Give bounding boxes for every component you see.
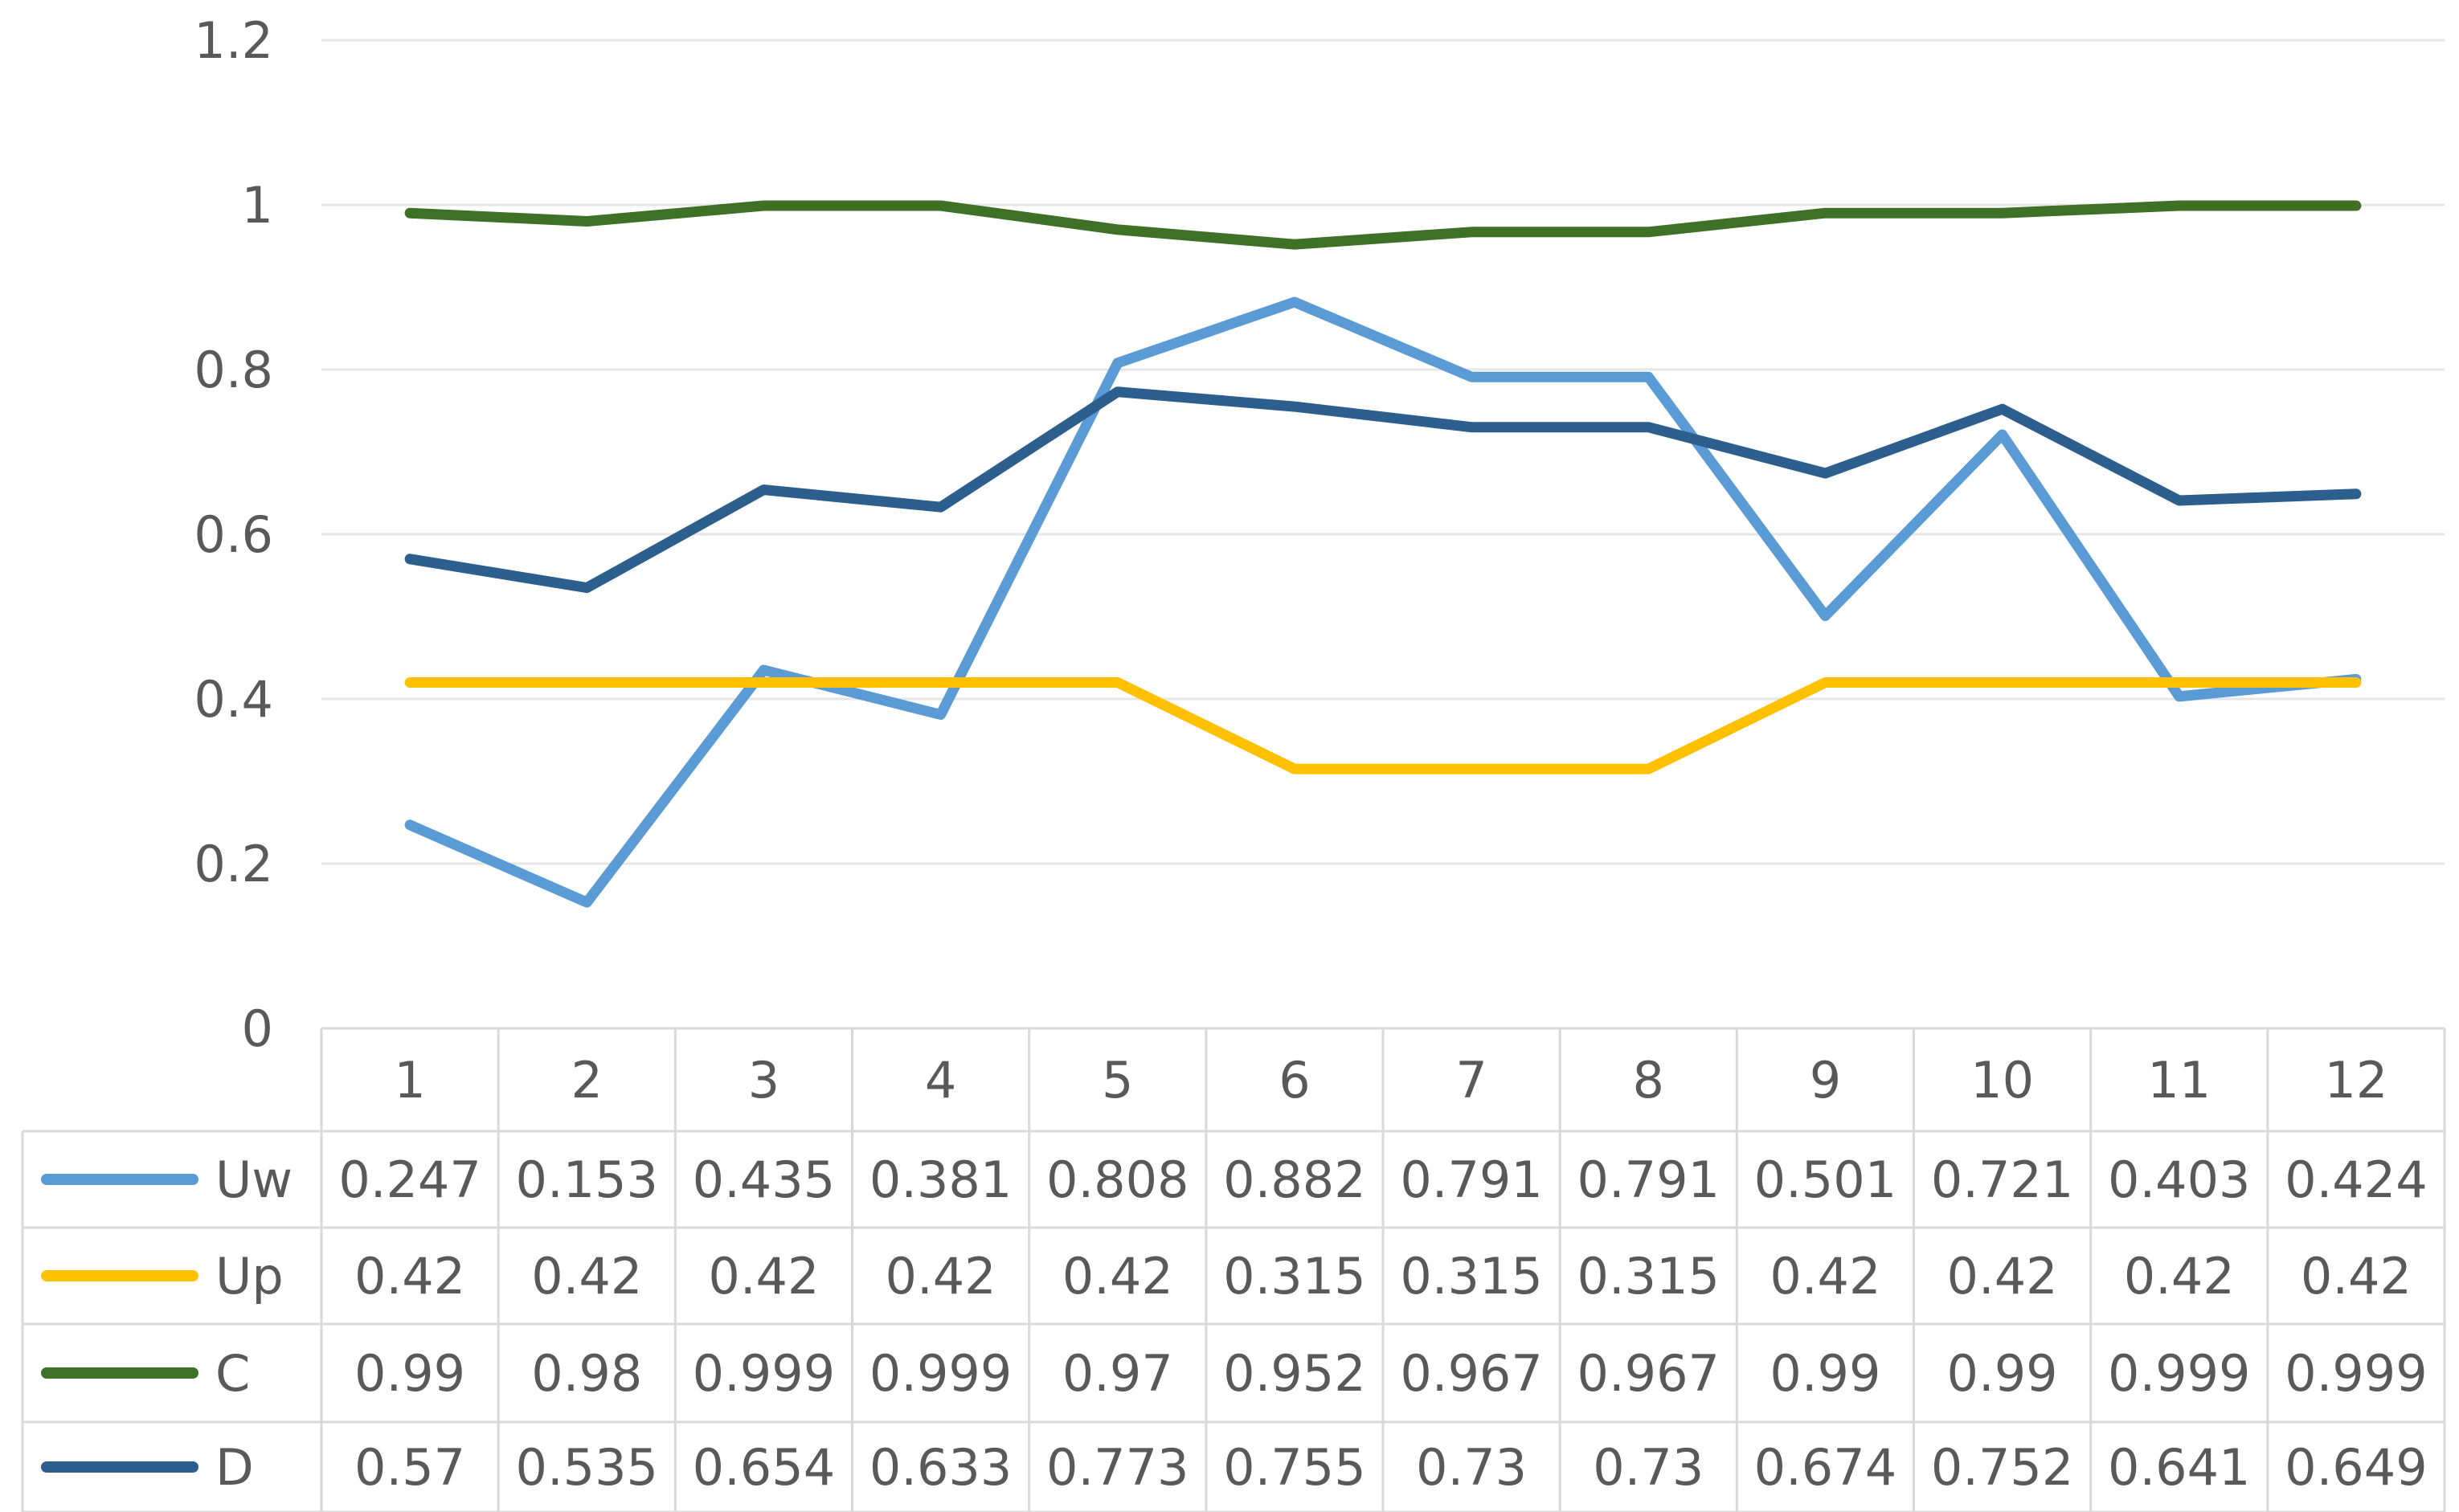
table-cell-value: 0.315: [1577, 1247, 1720, 1306]
category-label: 4: [925, 1051, 956, 1109]
table-cell-value: 0.424: [2285, 1150, 2428, 1209]
series-line-uw: [404, 296, 2362, 908]
table-cell-value: 0.633: [869, 1438, 1013, 1497]
table-cell-value: 0.42: [531, 1247, 642, 1306]
table-cell-value: 0.42: [1062, 1247, 1173, 1306]
table-cell-value: 0.99: [1947, 1344, 2058, 1403]
table-cell-value: 0.654: [693, 1438, 836, 1497]
table-cell-value: 0.315: [1223, 1247, 1366, 1306]
table-cell-value: 0.501: [1754, 1150, 1897, 1209]
category-label: 2: [571, 1051, 603, 1109]
category-label: 6: [1279, 1051, 1310, 1109]
table-cell-value: 0.535: [516, 1438, 659, 1497]
table-cell-value: 0.247: [338, 1150, 481, 1209]
table-cell-value: 0.791: [1400, 1150, 1543, 1209]
table-cell-value: 0.721: [1931, 1150, 2074, 1209]
table-cell-value: 0.42: [1770, 1247, 1880, 1306]
category-label: 12: [2324, 1051, 2387, 1109]
table-cell-value: 0.99: [354, 1344, 465, 1403]
y-tick-label: 1: [242, 176, 273, 235]
category-label: 8: [1633, 1051, 1664, 1109]
table-cell-value: 0.999: [2285, 1344, 2428, 1403]
table-cell-value: 0.42: [1947, 1247, 2058, 1306]
table-cell-value: 0.773: [1046, 1438, 1189, 1497]
table-cell-value: 0.755: [1223, 1438, 1366, 1497]
table-cell-value: 0.153: [516, 1150, 659, 1209]
y-tick-label: 0: [242, 999, 273, 1058]
table-cell-value: 0.752: [1931, 1438, 2074, 1497]
table-cell-value: 0.403: [2108, 1150, 2251, 1209]
table-cell-value: 0.57: [354, 1438, 465, 1497]
category-label: 10: [1970, 1051, 2034, 1109]
table-cell-value: 0.999: [693, 1344, 836, 1403]
category-label: 7: [1455, 1051, 1487, 1109]
y-tick-label: 1.2: [194, 11, 273, 70]
table-cell-value: 0.42: [2124, 1247, 2235, 1306]
category-label: 3: [748, 1051, 779, 1109]
table-cell-value: 0.42: [2301, 1247, 2412, 1306]
series-line-c: [404, 200, 2362, 250]
table-cell-value: 0.42: [886, 1247, 996, 1306]
table-cell-value: 0.381: [869, 1150, 1013, 1209]
gridlines: [321, 39, 2445, 865]
legend-label-up: Up: [215, 1247, 284, 1306]
table-cell-value: 0.967: [1400, 1344, 1543, 1403]
table-cell-value: 0.315: [1400, 1247, 1543, 1306]
table-cell-value: 0.952: [1223, 1344, 1366, 1403]
legend-label-uw: Uw: [215, 1150, 293, 1209]
table-cell-value: 0.967: [1577, 1344, 1720, 1403]
table-cell-value: 0.649: [2285, 1438, 2428, 1497]
y-tick-label: 0.4: [194, 670, 273, 729]
table-cell-value: 0.641: [2108, 1438, 2251, 1497]
legend-label-c: C: [215, 1344, 250, 1403]
y-axis-tick-labels: 0 0.2 0.4 0.6 0.8 1 1.2: [194, 11, 273, 1058]
category-label: 1: [394, 1051, 425, 1109]
table-cell-value: 0.98: [531, 1344, 642, 1403]
y-tick-label: 0.6: [194, 505, 273, 564]
table-cell-value: 0.97: [1062, 1344, 1173, 1403]
table-cell-value: 0.73: [1593, 1438, 1704, 1497]
category-label: 5: [1102, 1051, 1133, 1109]
table-cell-value: 0.999: [2108, 1344, 2251, 1403]
series-lines: [404, 200, 2362, 908]
table-cell-value: 0.42: [354, 1247, 465, 1306]
legend-label-d: D: [215, 1438, 254, 1497]
table-cell-value: 0.808: [1046, 1150, 1189, 1209]
series-line-d: [404, 386, 2362, 594]
y-tick-label: 0.8: [194, 341, 273, 399]
series-line-up: [404, 677, 2362, 774]
table-cell-value: 0.73: [1416, 1438, 1527, 1497]
table-cell-value: 0.42: [708, 1247, 819, 1306]
table-cell-value: 0.674: [1754, 1438, 1897, 1497]
table-cell-value: 0.999: [869, 1344, 1013, 1403]
table-cell-value: 0.882: [1223, 1150, 1366, 1209]
table-cell-value: 0.99: [1770, 1344, 1880, 1403]
category-label: 11: [2147, 1051, 2211, 1109]
table-cell-value: 0.435: [693, 1150, 836, 1209]
table-cell-value: 0.791: [1577, 1150, 1720, 1209]
category-label: 9: [1810, 1051, 1841, 1109]
y-tick-label: 0.2: [194, 835, 273, 893]
